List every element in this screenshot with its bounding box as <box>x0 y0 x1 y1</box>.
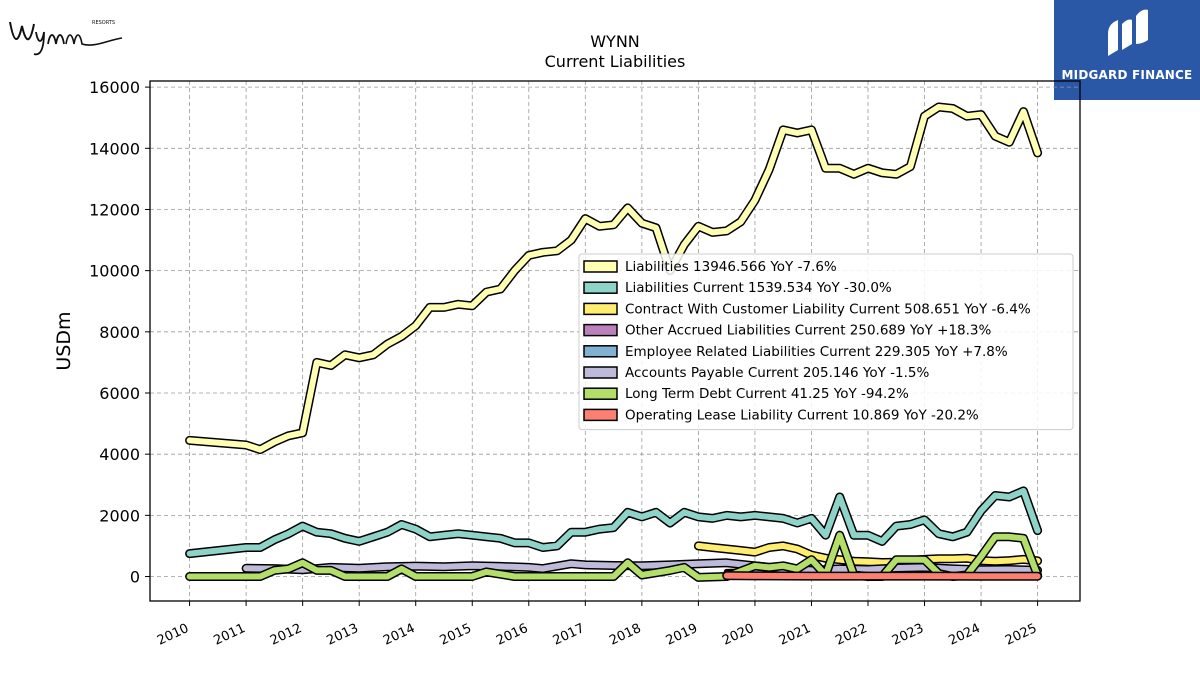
x-tick-label: 2010 <box>155 621 191 649</box>
legend-label: Contract With Customer Liability Current… <box>625 301 1031 317</box>
y-tick-label: 12000 <box>89 200 140 219</box>
legend-label: Long Term Debt Current 41.25 YoY -94.2% <box>625 386 909 402</box>
x-tick-label: 2018 <box>607 621 643 649</box>
legend-swatch <box>583 366 618 379</box>
y-tick-label: 4000 <box>99 445 140 464</box>
legend-label: Liabilities Current 1539.534 YoY -30.0% <box>625 280 892 296</box>
legend-swatch <box>583 302 618 316</box>
legend-box <box>578 253 1074 431</box>
y-tick-label: 10000 <box>89 262 140 281</box>
legend-swatch <box>583 281 618 294</box>
x-tick-label: 2020 <box>720 621 756 649</box>
x-tick-label: 2025 <box>1003 621 1039 649</box>
chart-subtitle: Current Liabilities <box>545 52 686 71</box>
legend-label: Operating Lease Liability Current 10.869… <box>625 407 979 423</box>
series-line-liabilities <box>186 104 1041 453</box>
y-axis-label: USDm <box>53 311 75 370</box>
legend-label: Employee Related Liabilities Current 229… <box>625 344 1008 360</box>
x-tick-label: 2016 <box>494 621 530 649</box>
x-tick-label: 2011 <box>211 621 247 649</box>
legend: Liabilities 13946.566 YoY -7.6% Liabiliti… <box>578 253 1074 431</box>
y-tick-label: 16000 <box>89 78 140 97</box>
y-tick-label: 0 <box>130 568 140 587</box>
wynn-logo: RESORTS <box>4 4 128 60</box>
x-tick-label: 2014 <box>381 621 417 649</box>
legend-swatch <box>583 387 618 400</box>
legend-swatch <box>583 408 618 422</box>
x-tick-label: 2012 <box>268 621 304 649</box>
chart-title: WYNN <box>590 32 640 51</box>
series-line-long-term-debt-current <box>186 532 1041 581</box>
legend-swatch <box>583 345 618 358</box>
x-tick-label: 2017 <box>551 621 587 649</box>
x-tick-label: 2023 <box>890 621 926 649</box>
x-tick-label: 2024 <box>946 621 982 649</box>
legend-swatch <box>583 323 618 337</box>
legend-label: Accounts Payable Current 205.146 YoY -1.… <box>625 365 930 381</box>
legend-label: Other Accrued Liabilities Current 250.68… <box>625 323 992 339</box>
x-tick-label: 2021 <box>777 621 813 649</box>
wynn-logo-mark: RESORTS <box>9 20 123 56</box>
x-tick-label: 2019 <box>664 621 700 649</box>
legend-label: Liabilities 13946.566 YoY -7.6% <box>625 259 837 275</box>
midgard-logo-mark <box>1108 9 1148 56</box>
series-layer <box>185 102 1043 582</box>
y-tick-label: 14000 <box>89 139 140 158</box>
y-tick-label: 6000 <box>99 384 140 403</box>
series-line-operating-lease-liability-current <box>723 572 1041 580</box>
midgard-finance-logo: MIDGARD FINANCE <box>1054 0 1200 100</box>
x-tick-label: 2015 <box>438 621 474 649</box>
series-line-liabilities-current <box>186 487 1041 557</box>
wynn-logo-subtext: RESORTS <box>92 20 115 26</box>
x-tick-label: 2013 <box>325 621 361 649</box>
plot-frame <box>149 80 1081 602</box>
legend-swatch <box>583 260 618 273</box>
y-axis: 0 2000 4000 6000 8000 10000 12000 14000 16000 <box>89 78 150 587</box>
y-tick-label: 2000 <box>99 506 140 525</box>
y-tick-label: 8000 <box>99 323 140 342</box>
brand-name: MIDGARD FINANCE <box>1061 68 1193 82</box>
x-tick-label: 2022 <box>833 621 869 649</box>
x-axis: 2010 2011 2012 2013 2014 2015 2016 2017 2018 2019… <box>155 601 1039 649</box>
